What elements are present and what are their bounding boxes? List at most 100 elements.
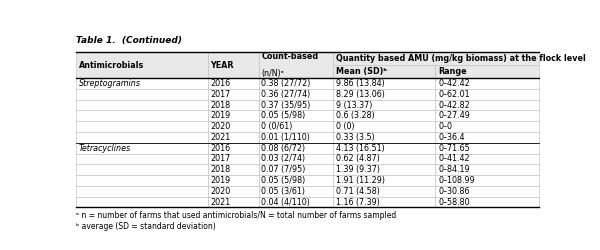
- Text: 0–42.82: 0–42.82: [438, 100, 470, 110]
- Text: 0–27.49: 0–27.49: [438, 111, 470, 120]
- Bar: [76, 110, 208, 121]
- Bar: [208, 121, 259, 132]
- Bar: [208, 186, 259, 197]
- Text: Range: Range: [438, 67, 467, 76]
- Text: 0.08 (6/72): 0.08 (6/72): [262, 144, 305, 153]
- Text: 0.33 (3.5): 0.33 (3.5): [336, 133, 374, 142]
- Text: YEAR: YEAR: [211, 61, 234, 70]
- Bar: [333, 100, 436, 110]
- Text: 0.36 (27/74): 0.36 (27/74): [262, 90, 311, 99]
- Bar: [333, 110, 436, 121]
- Bar: [76, 197, 208, 207]
- Bar: [76, 175, 208, 186]
- Text: 2017: 2017: [211, 90, 230, 99]
- Text: 0–108.99: 0–108.99: [438, 176, 475, 185]
- Text: 2018: 2018: [211, 100, 230, 110]
- Text: 0–62.01: 0–62.01: [438, 90, 470, 99]
- Text: 4.13 (16.51): 4.13 (16.51): [336, 144, 385, 153]
- Bar: [208, 132, 259, 143]
- Text: 2017: 2017: [211, 154, 230, 164]
- Bar: [259, 154, 333, 164]
- Bar: [333, 175, 436, 186]
- Bar: [208, 154, 259, 164]
- Text: 2019: 2019: [211, 176, 230, 185]
- Bar: [76, 132, 208, 143]
- Text: 0 (0/61): 0 (0/61): [262, 122, 293, 131]
- Text: 2019: 2019: [211, 111, 230, 120]
- Text: 2016: 2016: [211, 79, 230, 88]
- Text: 0–41.42: 0–41.42: [438, 154, 470, 164]
- Bar: [208, 197, 259, 207]
- Bar: [436, 197, 539, 207]
- Bar: [259, 175, 333, 186]
- Bar: [76, 52, 208, 78]
- Text: 0–30.86: 0–30.86: [438, 187, 470, 196]
- Bar: [436, 110, 539, 121]
- Text: 1.91 (11.29): 1.91 (11.29): [336, 176, 385, 185]
- Text: Tetracyclines: Tetracyclines: [79, 144, 131, 153]
- Text: 0–0: 0–0: [438, 122, 452, 131]
- Bar: [436, 164, 539, 175]
- Text: ᵇ average (SD = standard deviation): ᵇ average (SD = standard deviation): [76, 222, 215, 231]
- Bar: [76, 164, 208, 175]
- Bar: [333, 164, 436, 175]
- Bar: [259, 110, 333, 121]
- Bar: [208, 175, 259, 186]
- Text: 0.62 (4.87): 0.62 (4.87): [336, 154, 380, 164]
- Text: 0.6 (3.28): 0.6 (3.28): [336, 111, 374, 120]
- Bar: [333, 52, 539, 65]
- Text: 0.05 (5/98): 0.05 (5/98): [262, 176, 306, 185]
- Text: Table 1.  (Continued): Table 1. (Continued): [76, 36, 182, 45]
- Bar: [333, 143, 436, 154]
- Bar: [208, 100, 259, 110]
- Bar: [259, 52, 333, 78]
- Text: Count-based: Count-based: [262, 52, 319, 61]
- Bar: [208, 143, 259, 154]
- Text: 0.01 (1/110): 0.01 (1/110): [262, 133, 310, 142]
- Bar: [436, 78, 539, 89]
- Bar: [259, 121, 333, 132]
- Text: 0.38 (27/72): 0.38 (27/72): [262, 79, 311, 88]
- Text: Antimicrobials: Antimicrobials: [79, 61, 144, 70]
- Bar: [259, 143, 333, 154]
- Bar: [259, 132, 333, 143]
- Text: 0–84.19: 0–84.19: [438, 165, 470, 174]
- Bar: [259, 89, 333, 100]
- Bar: [208, 78, 259, 89]
- Text: (n/N)ᵃ: (n/N)ᵃ: [262, 69, 284, 78]
- Text: 0–42.42: 0–42.42: [438, 79, 470, 88]
- Text: 0–36.4: 0–36.4: [438, 133, 464, 142]
- Bar: [436, 121, 539, 132]
- Text: 0–71.65: 0–71.65: [438, 144, 470, 153]
- Text: 0.07 (7/95): 0.07 (7/95): [262, 165, 306, 174]
- Bar: [333, 197, 436, 207]
- Bar: [333, 121, 436, 132]
- Bar: [208, 164, 259, 175]
- Text: 2020: 2020: [211, 187, 230, 196]
- Text: 1.39 (9.37): 1.39 (9.37): [336, 165, 380, 174]
- Text: 2021: 2021: [211, 198, 230, 206]
- Text: 0 (0): 0 (0): [336, 122, 355, 131]
- Text: 0.05 (5/98): 0.05 (5/98): [262, 111, 306, 120]
- Bar: [333, 89, 436, 100]
- Bar: [259, 78, 333, 89]
- Bar: [436, 175, 539, 186]
- Bar: [436, 65, 539, 78]
- Bar: [436, 100, 539, 110]
- Bar: [259, 186, 333, 197]
- Bar: [76, 186, 208, 197]
- Text: 0.05 (3/61): 0.05 (3/61): [262, 187, 305, 196]
- Text: 2020: 2020: [211, 122, 230, 131]
- Text: 9.86 (13.84): 9.86 (13.84): [336, 79, 385, 88]
- Text: ᵃ n = number of farms that used antimicrobials/N = total number of farms sampled: ᵃ n = number of farms that used antimicr…: [76, 211, 396, 220]
- Bar: [76, 143, 208, 154]
- Bar: [333, 78, 436, 89]
- Bar: [333, 65, 436, 78]
- Bar: [259, 197, 333, 207]
- Bar: [208, 110, 259, 121]
- Bar: [76, 89, 208, 100]
- Text: 8.29 (13.06): 8.29 (13.06): [336, 90, 385, 99]
- Bar: [333, 132, 436, 143]
- Text: Streptogramins: Streptogramins: [79, 79, 141, 88]
- Text: Quantity based AMU (mg/kg biomass) at the flock level: Quantity based AMU (mg/kg biomass) at th…: [336, 54, 586, 63]
